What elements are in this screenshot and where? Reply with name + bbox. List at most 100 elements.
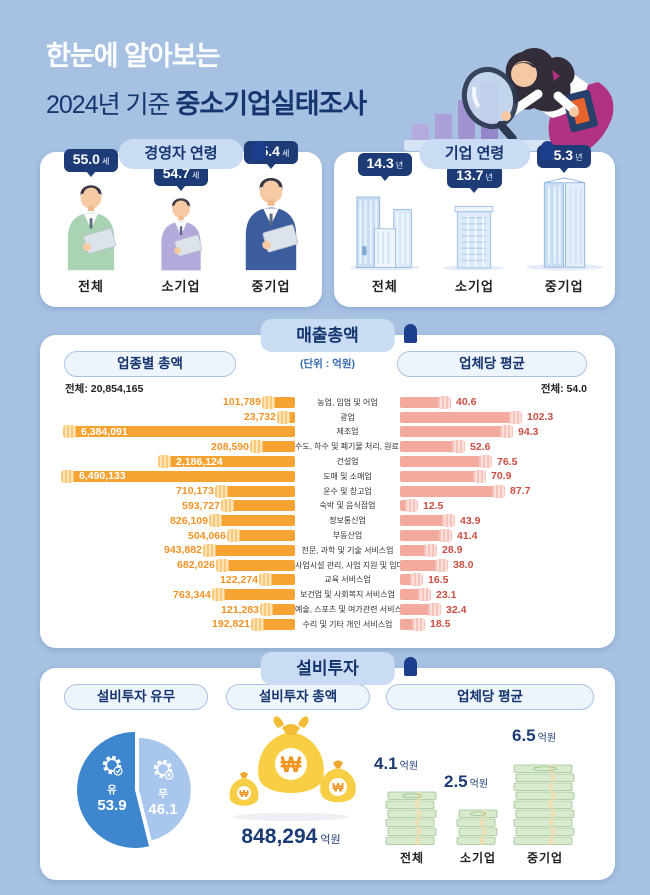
industry-label: 숙박 및 음식점업: [319, 501, 376, 511]
coin-icon: [221, 499, 234, 513]
coin-icon: [442, 514, 455, 528]
industry-average-bar: [400, 514, 455, 528]
industry-total-value: 2,186,124: [176, 455, 223, 468]
industry-average-value: 41.4: [457, 529, 478, 542]
industry-average-bar: [400, 603, 441, 617]
coin-icon: [418, 588, 431, 602]
investment-total-value: 848,294 억원: [241, 825, 341, 848]
coin-icon: [405, 499, 418, 513]
total-sales-card: 매출총액 업종별 총액 (단위 : 억원) 업체당 평균 전체: 20,854,…: [40, 319, 615, 648]
value-bubble: 13.7 년: [447, 165, 502, 193]
industry-total-value: 121,283: [221, 603, 259, 616]
investment-yesno-header: 설비투자 유무: [64, 684, 208, 710]
industry-total-bar: [277, 410, 295, 424]
sales-row: 192,821 수리 및 기타 개인 서비스업 18.5: [60, 617, 595, 632]
company-age-card: 기업 연령 14.3 년 전체 13.7 년 소기업 15.3 년 중기업: [334, 139, 615, 307]
ceo-age-figures: 55.0 세 전체 54.7 세 소기업 55.4 세 중기업: [46, 141, 316, 295]
value-bubble: 55.0 세: [63, 149, 119, 177]
businessman-icon: [161, 198, 203, 271]
industry-label: 사업시설 관리, 사업 지원 및 임대 서비스업: [295, 560, 436, 570]
coin-icon: [479, 455, 492, 469]
figure-label: 소기업: [455, 279, 494, 294]
businessman-icon: [67, 185, 117, 271]
sales-row: 101,789 농업, 임업 및 어업 40.6: [60, 395, 595, 410]
industry-total-bar: [215, 484, 295, 498]
industry-total-value: 6,490,133: [79, 470, 126, 483]
coin-icon: [209, 514, 222, 528]
industry-average-bar: [400, 617, 425, 631]
value-bubble: 55.4 세: [243, 141, 299, 169]
money-stack-icon: [385, 791, 437, 845]
building-icon: [444, 206, 505, 271]
industry-average-value: 16.5: [428, 573, 449, 586]
investment-total-header: 설비투자 총액: [226, 684, 370, 710]
industry-label: 운수 및 창고업: [323, 486, 372, 496]
company-age-figures: 14.3 년 전체 13.7 년 소기업 15.3 년 중기업: [340, 145, 609, 295]
coin-icon: [412, 617, 425, 631]
industry-total-bar: [212, 588, 295, 602]
figure-label: 전체: [78, 279, 104, 294]
investment-pie-chart: 유 53.9 무 46.1: [74, 724, 200, 856]
money-stack-icon: [456, 809, 498, 845]
coin-icon: [212, 588, 225, 602]
gear-x-icon: [150, 759, 176, 786]
coin-icon: [251, 617, 264, 631]
coin-icon: [452, 440, 465, 454]
coin-icon: [410, 573, 423, 587]
industry-average-value: 18.5: [430, 618, 451, 631]
average-label: 중기업: [526, 851, 564, 865]
money-bag-small-right: ₩: [320, 760, 356, 803]
money-stack-icon: [513, 764, 575, 845]
coin-icon: [216, 558, 229, 572]
coin-icon: [509, 410, 522, 424]
investment-average-header: 업체당 평균: [386, 684, 594, 710]
money-stack: [385, 783, 439, 850]
industry-label: 광업: [340, 412, 355, 422]
industry-total-bar: [209, 514, 295, 528]
industry-average-bar: [400, 499, 418, 513]
industry-average-value: 87.7: [510, 485, 531, 498]
coin-icon: [435, 558, 448, 572]
industry-total-bar: [216, 558, 295, 572]
sales-bar-chart: 101,789 농업, 임업 및 어업 40.6 23,732 광업 102.3…: [60, 395, 595, 632]
industry-label: 제조업: [336, 427, 359, 437]
bookmark-ribbon-icon: [540, 141, 554, 160]
bookmark-ribbon-icon: [403, 324, 417, 343]
coin-icon: [438, 395, 451, 409]
industry-average-value: 76.5: [497, 455, 518, 468]
sales-average-header: 업체당 평균: [397, 351, 587, 377]
industry-total-value: 710,173: [176, 485, 214, 498]
industry-total-value: 504,066: [188, 529, 226, 542]
sales-row: 763,344 보건업 및 사회복지 서비스업 23.1: [60, 587, 595, 602]
sales-row: 23,732 광업 102.3: [60, 410, 595, 425]
industry-average-value: 43.9: [460, 514, 481, 527]
industry-total-bar: 6,384,091: [63, 425, 295, 439]
figure-item: 55.0 세 전체: [46, 149, 135, 295]
svg-text:₩: ₩: [281, 752, 302, 777]
sales-total-right: 전체: 54.0: [540, 383, 587, 395]
industry-average-value: 52.6: [470, 440, 491, 453]
industry-total-bar: 6,490,133: [61, 469, 295, 483]
average-value: 6.5 억원: [512, 726, 557, 745]
title-line2: 2024년 기준 중소기업실태조사: [46, 89, 367, 119]
coin-icon: [424, 543, 437, 557]
industry-total-bar: [221, 499, 295, 513]
sales-row: 2,186,124 건설업 76.5: [60, 454, 595, 469]
money-bags-icon: ₩ ₩ ₩: [216, 716, 366, 822]
industry-total-value: 826,109: [170, 514, 208, 527]
figure-item: 13.7 년 소기업: [430, 164, 519, 295]
industry-average-bar: [400, 558, 448, 572]
industry-label: 도매 및 소매업: [323, 471, 372, 481]
money-bag-small-left: ₩: [229, 772, 259, 806]
industry-average-bar: [400, 543, 437, 557]
figure-label: 중기업: [251, 279, 291, 294]
svg-text:₩: ₩: [239, 789, 249, 800]
industry-total-bar: [262, 395, 295, 409]
value-bubble: 14.3 년: [357, 153, 413, 181]
money-stack: [513, 757, 577, 850]
industry-total-value: 682,026: [177, 559, 215, 572]
average-label: 전체: [399, 851, 425, 865]
industry-total-bar: 2,186,124: [158, 455, 295, 469]
industry-label: 교육 서비스업: [324, 575, 371, 585]
